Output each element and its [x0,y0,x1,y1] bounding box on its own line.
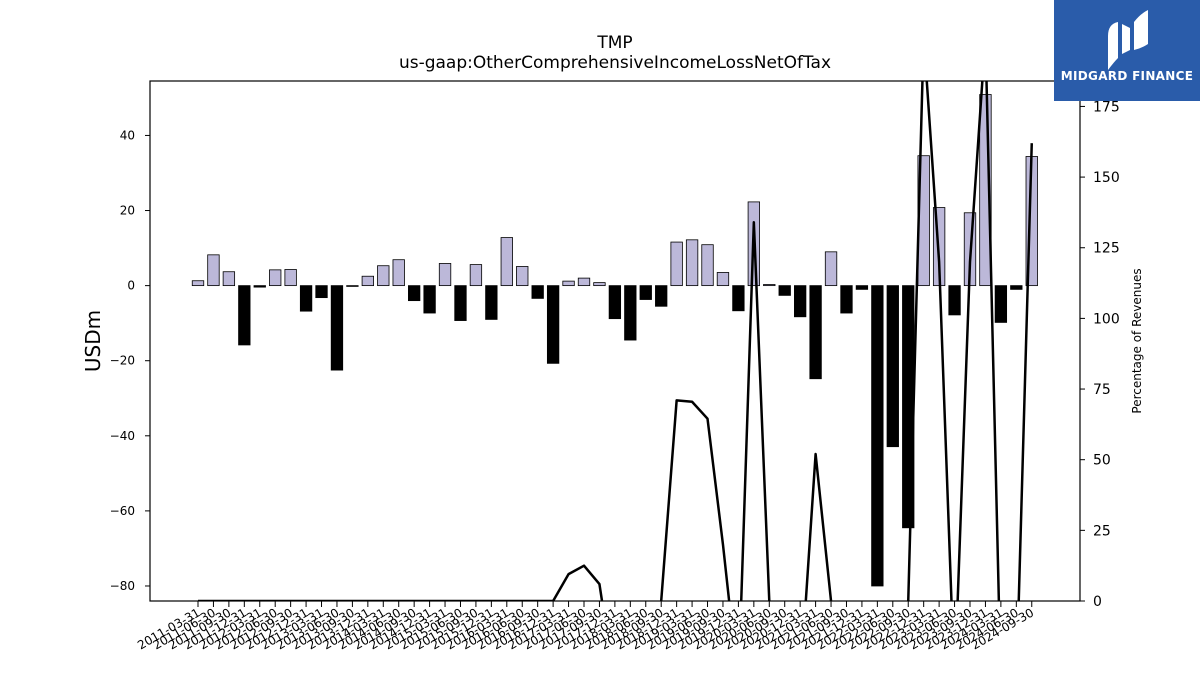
bar-2011-12-31 [238,285,251,346]
chart-subtitle: us-gaap:OtherComprehensiveIncomeLossNetO… [399,53,831,73]
y2-axis-label: Percentage of Revenues [1130,268,1144,413]
y2-tick-label: 125 [1093,241,1120,257]
bar-2014-09-30 [408,285,421,302]
bar-2013-06-30 [330,285,344,371]
y-tick-label: −60 [110,504,135,518]
bar-2017-03-31 [562,280,575,287]
y-tick-label: 40 [120,128,135,142]
bar-2015-03-31 [438,263,452,287]
bar-2020-09-30 [778,285,791,296]
bar-2016-09-30 [531,285,544,299]
bar-2021-06-30 [824,251,838,287]
bar-2017-09-30 [593,282,606,287]
brand-logo: MIDGARD FINANCE [1054,0,1200,101]
bar-2018-12-31 [670,241,683,287]
bar-2016-03-31 [500,237,513,287]
bar-2013-12-31 [361,275,374,287]
brand-name: MIDGARD FINANCE [1060,69,1194,83]
bar-2016-06-30 [516,266,529,287]
bar-2023-06-30 [948,285,961,316]
y2-tick-label: 50 [1093,453,1111,469]
bar-2020-06-30 [763,284,776,287]
bar-2021-12-31 [855,285,869,290]
y2-tick-label: 150 [1093,170,1120,186]
bar-2011-06-30 [207,254,220,287]
y-tick-label: 0 [127,279,135,293]
midgard-logo-icon [1108,10,1148,70]
bar-2019-03-31 [685,239,699,287]
bar-2012-09-30 [284,269,297,287]
bar-2020-12-31 [794,285,807,318]
y-tick-label: −20 [110,354,135,368]
bar-2012-12-31 [299,285,313,312]
bar-2013-03-31 [315,285,328,299]
bar-2019-09-30 [716,272,730,287]
bar-2013-09-30 [346,285,359,287]
bar-2019-12-31 [732,285,745,312]
bar-2019-06-30 [701,244,714,287]
y2-tick-label: 0 [1093,594,1102,610]
plot-frame [149,80,1081,602]
bar-2015-09-30 [469,264,483,287]
bar-2015-06-30 [454,285,467,321]
bar-2021-09-30 [840,285,853,314]
axes-group: −80−60−40−200204002550751001251501752011… [110,80,1120,652]
bar-2012-03-31 [253,285,266,288]
bar-2015-12-31 [485,285,498,320]
y2-tick-label: 75 [1093,382,1111,398]
bar-2011-09-30 [222,271,236,287]
bar-2012-06-30 [269,269,282,287]
bar-2018-03-31 [624,285,637,341]
bar-2024-06-30 [1010,285,1023,290]
y2-tick-label: 25 [1093,523,1111,539]
chart-title: TMP [596,33,632,53]
bar-2018-09-30 [655,285,668,307]
bar-2022-03-31 [871,285,884,587]
y-tick-label: −40 [110,429,135,443]
y-axis-label: USDm [81,310,105,372]
bar-2024-03-31 [994,285,1008,323]
y2-tick-label: 100 [1093,311,1120,327]
bar-2021-03-31 [809,285,822,380]
bar-2014-12-31 [423,285,436,314]
bar-2023-12-31 [979,94,992,287]
bar-2016-12-31 [546,285,560,364]
y-tick-label: 20 [120,204,135,218]
bar-2014-03-31 [377,265,390,287]
bar-2018-06-30 [639,285,652,300]
bar-2014-06-30 [392,259,405,287]
bar-2017-12-31 [608,285,622,320]
y2-tick-label: 175 [1093,99,1120,115]
bar-2022-06-30 [886,285,899,448]
bar-2011-03-31 [191,280,205,287]
y-tick-label: −80 [110,579,135,593]
bar-2017-06-30 [577,277,591,287]
